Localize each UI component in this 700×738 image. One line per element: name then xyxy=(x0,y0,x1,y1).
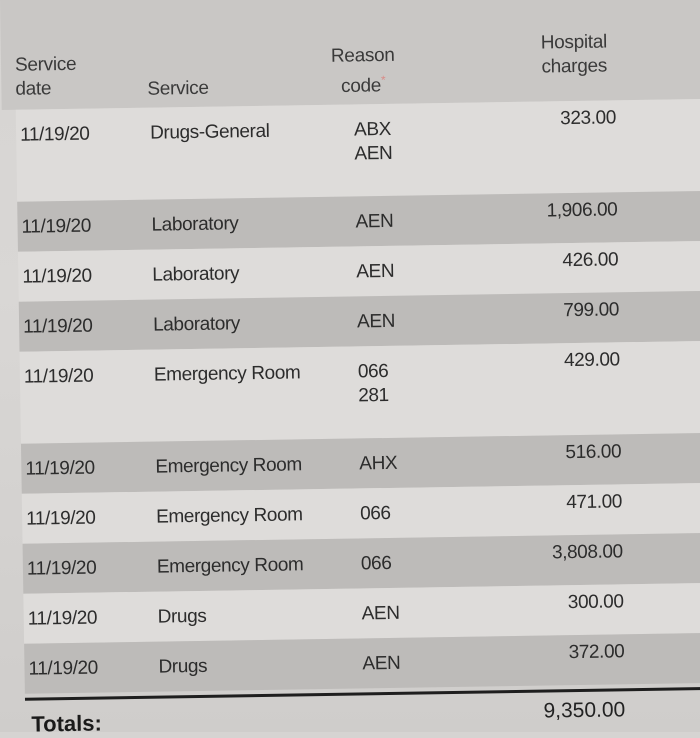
service-date: 11/19/20 xyxy=(28,657,99,680)
hospital-charge: 1,906.00 xyxy=(546,199,618,222)
service-name: Laboratory xyxy=(152,313,241,336)
service-date: 11/19/20 xyxy=(19,123,90,146)
service-name: Emergency Room xyxy=(155,504,303,528)
reason-code: AEN xyxy=(354,142,393,165)
header-hospital-charges: Hospital charges xyxy=(540,31,608,78)
header-service: Service xyxy=(147,77,209,100)
totals-label: Totals: xyxy=(31,710,103,737)
service-date: 11/19/20 xyxy=(25,507,96,530)
reason-code: 066 xyxy=(357,360,389,383)
reason-codes: 066 xyxy=(360,502,391,526)
hospital-charge: 323.00 xyxy=(560,107,617,130)
reason-codes: AHX xyxy=(359,452,397,477)
service-name: Emergency Room xyxy=(156,554,304,578)
reason-code: AHX xyxy=(359,452,398,475)
reason-codes: AEN xyxy=(357,310,395,335)
reason-code: AEN xyxy=(356,310,396,333)
reason-code: 066 xyxy=(359,502,391,525)
service-date: 11/19/20 xyxy=(22,315,93,338)
service-date: 11/19/20 xyxy=(27,607,98,630)
reason-codes: 066 281 xyxy=(358,360,389,408)
service-name: Laboratory xyxy=(151,213,239,236)
service-date: 11/19/20 xyxy=(25,457,95,480)
hospital-charge: 372.00 xyxy=(568,641,625,664)
reason-code: 281 xyxy=(358,384,389,407)
totals-charge: 9,350.00 xyxy=(543,698,626,723)
hospital-charge: 471.00 xyxy=(566,491,623,514)
reason-code: AEN xyxy=(362,652,401,675)
table-header: Service date Service Reason code* Hospit… xyxy=(0,0,700,110)
reason-code: 066 xyxy=(360,552,392,575)
table-row: 11/19/20 Drugs-General ABX AEN 323.00 xyxy=(15,98,700,202)
service-date: 11/19/20 xyxy=(26,557,97,580)
service-date: 11/19/20 xyxy=(23,365,94,388)
service-name: Laboratory xyxy=(152,263,240,286)
service-name: Drugs-General xyxy=(149,120,270,144)
reason-code: AEN xyxy=(355,210,394,233)
service-date: 11/19/20 xyxy=(22,265,92,288)
reason-code: AEN xyxy=(361,602,400,625)
table-row: 11/19/20 Emergency Room 066 281 429.00 xyxy=(19,340,700,444)
header-reason-code: Reason code* xyxy=(330,44,395,97)
reason-codes: AEN xyxy=(362,652,400,677)
reason-code: AEN xyxy=(356,260,395,283)
hospital-charge: 799.00 xyxy=(563,299,620,322)
charges-table: 11/19/20 Drugs-General ABX AEN 323.00 11/19/2… xyxy=(15,98,700,694)
reason-codes: 066 xyxy=(361,552,392,576)
reason-codes: ABX AEN xyxy=(354,118,393,167)
service-name: Emergency Room xyxy=(153,362,301,386)
reason-codes: AEN xyxy=(356,260,394,285)
hospital-charge: 3,808.00 xyxy=(551,541,623,564)
service-name: Drugs xyxy=(158,655,208,678)
hospital-charge: 300.00 xyxy=(567,591,624,614)
asterisk-marker: * xyxy=(380,72,386,88)
table-row: 11/19/20 Drugs AEN 372.00 xyxy=(24,632,700,694)
reason-codes: AEN xyxy=(355,210,393,235)
hospital-charge: 426.00 xyxy=(562,249,619,272)
reason-code: ABX xyxy=(353,118,392,141)
service-name: Drugs xyxy=(157,605,207,628)
service-name: Emergency Room xyxy=(155,454,302,478)
hospital-charge: 516.00 xyxy=(565,441,622,464)
service-date: 11/19/20 xyxy=(21,215,92,238)
header-service-date: Service date xyxy=(14,53,77,100)
reason-codes: AEN xyxy=(362,602,400,627)
hospital-charge: 429.00 xyxy=(563,349,620,372)
